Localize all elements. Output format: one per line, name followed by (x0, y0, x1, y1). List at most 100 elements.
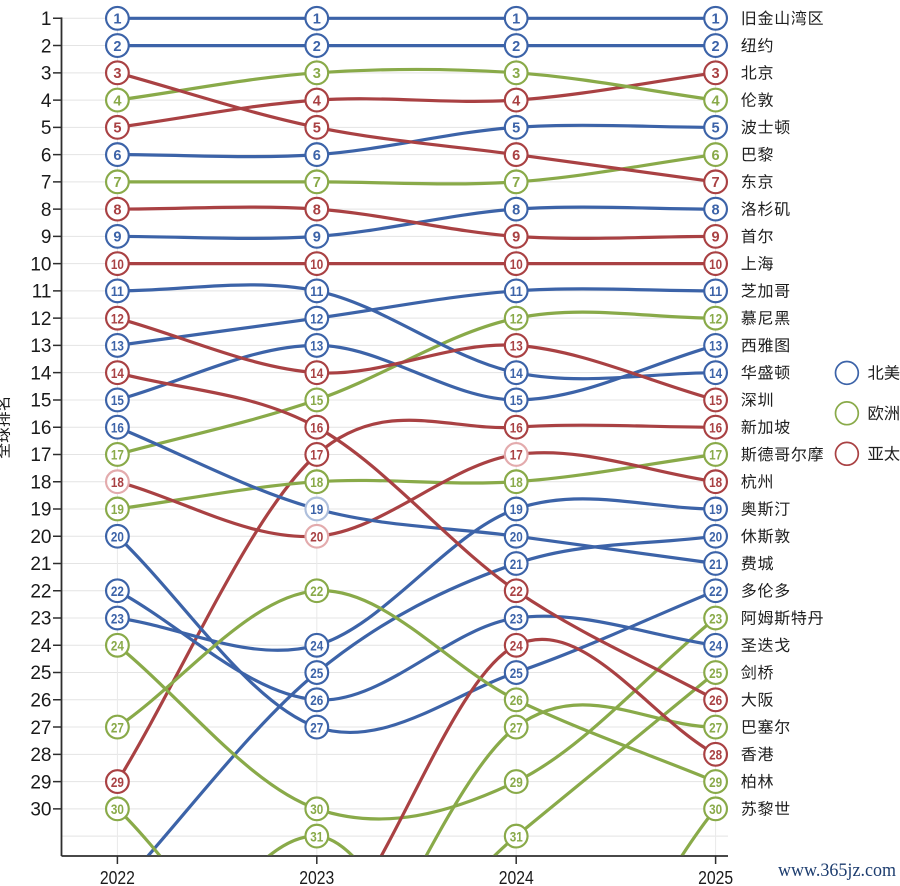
svg-text:23: 23 (30, 609, 51, 630)
svg-text:11: 11 (510, 284, 523, 300)
svg-text:9: 9 (512, 230, 520, 246)
svg-text:3: 3 (313, 66, 321, 82)
svg-text:14: 14 (30, 363, 52, 384)
svg-text:28: 28 (709, 748, 722, 764)
svg-text:3: 3 (113, 66, 121, 82)
svg-text:30: 30 (310, 802, 323, 818)
svg-text:18: 18 (111, 475, 124, 491)
svg-text:17: 17 (310, 448, 323, 464)
svg-text:10: 10 (709, 257, 722, 273)
svg-text:6: 6 (712, 148, 720, 164)
svg-text:18: 18 (310, 475, 323, 491)
svg-text:5: 5 (313, 121, 321, 137)
svg-text:8: 8 (41, 200, 52, 221)
svg-text:19: 19 (709, 502, 722, 518)
svg-text:17: 17 (709, 448, 722, 464)
svg-text:8: 8 (512, 202, 520, 218)
svg-text:26: 26 (310, 693, 323, 709)
svg-text:2: 2 (113, 39, 121, 55)
svg-text:23: 23 (709, 611, 722, 627)
svg-text:21: 21 (30, 554, 51, 575)
svg-text:10: 10 (30, 254, 51, 275)
svg-text:15: 15 (30, 391, 51, 412)
svg-text:30: 30 (111, 802, 124, 818)
svg-text:27: 27 (310, 720, 323, 736)
svg-text:31: 31 (510, 829, 523, 845)
svg-text:2024: 2024 (499, 867, 534, 886)
svg-text:22: 22 (310, 584, 323, 600)
svg-text:17: 17 (111, 448, 124, 464)
svg-text:3: 3 (712, 66, 720, 82)
svg-text:2025: 2025 (698, 867, 733, 886)
svg-text:19: 19 (111, 502, 124, 518)
svg-text:2: 2 (313, 39, 321, 55)
svg-text:10: 10 (310, 257, 323, 273)
svg-text:24: 24 (111, 639, 124, 655)
svg-text:7: 7 (512, 175, 520, 191)
svg-text:8: 8 (113, 202, 121, 218)
svg-text:12: 12 (310, 311, 323, 327)
svg-text:14: 14 (310, 366, 323, 382)
svg-text:2023: 2023 (299, 867, 334, 886)
svg-text:1: 1 (712, 12, 720, 28)
svg-text:5: 5 (712, 121, 720, 137)
svg-text:12: 12 (30, 309, 51, 330)
svg-text:18: 18 (30, 472, 51, 493)
svg-text:19: 19 (510, 502, 523, 518)
svg-text:16: 16 (510, 420, 523, 436)
svg-text:4: 4 (512, 93, 521, 109)
svg-text:13: 13 (709, 339, 722, 355)
svg-text:13: 13 (30, 336, 51, 357)
svg-text:29: 29 (510, 775, 523, 791)
svg-text:9: 9 (41, 227, 52, 248)
svg-text:17: 17 (510, 448, 523, 464)
svg-text:20: 20 (310, 529, 323, 545)
svg-text:15: 15 (510, 393, 523, 409)
svg-text:26: 26 (709, 693, 722, 709)
svg-text:11: 11 (32, 282, 52, 303)
svg-text:www.365jz.com: www.365jz.com (778, 860, 896, 881)
svg-text:29: 29 (709, 775, 722, 791)
svg-text:4: 4 (313, 93, 322, 109)
svg-text:30: 30 (709, 802, 722, 818)
svg-text:16: 16 (709, 420, 722, 436)
svg-text:31: 31 (310, 829, 323, 845)
svg-text:2: 2 (512, 39, 520, 55)
svg-text:19: 19 (30, 500, 51, 521)
svg-text:7: 7 (313, 175, 321, 191)
svg-text:22: 22 (709, 584, 722, 600)
svg-text:22: 22 (111, 584, 124, 600)
svg-text:19: 19 (310, 502, 323, 518)
svg-text:20: 20 (111, 529, 124, 545)
svg-text:11: 11 (310, 284, 323, 300)
svg-text:6: 6 (113, 148, 121, 164)
svg-text:9: 9 (712, 230, 720, 246)
svg-text:6: 6 (41, 145, 52, 166)
svg-text:11: 11 (709, 284, 722, 300)
svg-text:4: 4 (712, 93, 721, 109)
svg-text:26: 26 (30, 691, 51, 712)
svg-text:8: 8 (313, 202, 321, 218)
svg-text:24: 24 (709, 639, 722, 655)
svg-text:13: 13 (111, 339, 124, 355)
svg-text:9: 9 (313, 230, 321, 246)
svg-text:22: 22 (30, 581, 51, 602)
svg-text:1: 1 (512, 12, 520, 28)
svg-text:7: 7 (113, 175, 121, 191)
svg-text:20: 20 (510, 529, 523, 545)
svg-text:5: 5 (113, 121, 121, 137)
svg-text:15: 15 (709, 393, 722, 409)
svg-text:4: 4 (41, 91, 52, 112)
svg-text:25: 25 (310, 666, 323, 682)
svg-text:12: 12 (510, 311, 523, 327)
svg-text:27: 27 (30, 718, 51, 739)
svg-text:16: 16 (30, 418, 51, 439)
svg-text:26: 26 (510, 693, 523, 709)
svg-text:29: 29 (30, 772, 51, 793)
svg-text:15: 15 (310, 393, 323, 409)
svg-text:20: 20 (30, 527, 51, 548)
svg-text:16: 16 (111, 420, 124, 436)
svg-text:29: 29 (111, 775, 124, 791)
svg-text:3: 3 (512, 66, 520, 82)
svg-text:15: 15 (111, 393, 124, 409)
